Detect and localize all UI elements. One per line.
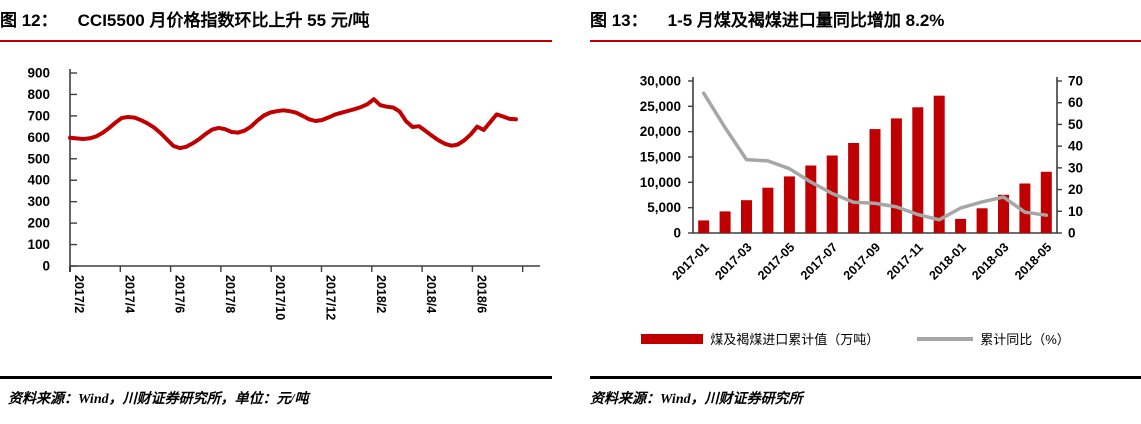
axis-labels: 0 5,000 10,000 15,000 20,000 25,000 30,000 0 10 2… (640, 74, 1083, 283)
yoy-series-line (701, 91, 1049, 222)
figure-13-heading: 1-5 月煤及褐煤进口量同比增加 8.2% (667, 11, 945, 30)
svg-text:0: 0 (1068, 226, 1076, 241)
svg-text:2018-03: 2018-03 (969, 240, 1011, 282)
svg-text:0: 0 (673, 226, 681, 241)
svg-text:500: 500 (27, 151, 50, 166)
svg-text:2017/6: 2017/6 (173, 275, 187, 313)
svg-text:70: 70 (1068, 74, 1083, 89)
svg-text:10: 10 (1068, 204, 1083, 219)
svg-text:20,000: 20,000 (640, 124, 681, 139)
svg-text:2018-01: 2018-01 (926, 240, 968, 282)
svg-text:10,000: 10,000 (640, 175, 681, 190)
svg-text:2017/10: 2017/10 (273, 275, 287, 320)
svg-text:2017-07: 2017-07 (798, 240, 840, 282)
svg-text:2018-05: 2018-05 (1012, 240, 1054, 282)
svg-text:2017/12: 2017/12 (324, 275, 338, 320)
svg-text:200: 200 (27, 216, 50, 231)
figure-13-header: 图 13： 1-5 月煤及褐煤进口量同比增加 8.2% (590, 0, 1141, 42)
svg-text:50: 50 (1068, 117, 1083, 132)
figure-13-title: 图 13： 1-5 月煤及褐煤进口量同比增加 8.2% (590, 9, 1141, 33)
legend-item-bar-series: 煤及褐煤进口累计值（万吨） (641, 329, 879, 348)
figure-12-header: 图 12： CCI5500 月价格指数环比上升 55 元/吨 (0, 0, 552, 42)
svg-text:700: 700 (27, 108, 50, 123)
figure-13-legend: 煤及褐煤进口累计值（万吨） 累计同比（%） (570, 329, 1141, 348)
line-series-swatch-icon (917, 336, 974, 341)
svg-text:25,000: 25,000 (640, 99, 681, 114)
cci5500-price-line-chart: 0 100 200 300 400 500 600 700 800 900 2017/2 2017/4… (27, 66, 540, 321)
svg-text:2017/4: 2017/4 (122, 275, 136, 313)
figure-12-source-note: 资料来源：Wind，川财证券研究所，单位：元/吨 (8, 392, 309, 407)
svg-text:5,000: 5,000 (647, 200, 681, 215)
figure-13-footer: 资料来源：Wind，川财证券研究所 (590, 376, 1141, 408)
svg-text:300: 300 (27, 194, 50, 209)
figure-13-source-note: 资料来源：Wind，川财证券研究所 (590, 392, 803, 407)
svg-text:2018/2: 2018/2 (374, 275, 388, 313)
svg-text:40: 40 (1068, 139, 1083, 154)
svg-text:2017-03: 2017-03 (712, 240, 754, 282)
figure-13-label: 图 13： (590, 11, 648, 30)
svg-text:2017-05: 2017-05 (755, 240, 797, 282)
svg-text:60: 60 (1068, 95, 1083, 110)
svg-text:800: 800 (27, 87, 50, 102)
bar-series (698, 95, 1052, 233)
figure-12-title: 图 12： CCI5500 月价格指数环比上升 55 元/吨 (0, 9, 552, 33)
coal-import-combo-chart: 0 5,000 10,000 15,000 20,000 25,000 30,000 0 10 2… (640, 74, 1083, 283)
svg-text:30,000: 30,000 (640, 74, 681, 89)
svg-text:2018/6: 2018/6 (474, 275, 488, 313)
figure-12-panel: 图 12： CCI5500 月价格指数环比上升 55 元/吨 0 100 200 300… (0, 0, 552, 424)
legend-item-line-series: 累计同比（%） (917, 329, 1070, 348)
svg-text:900: 900 (27, 66, 50, 81)
svg-text:20: 20 (1068, 182, 1083, 197)
svg-text:600: 600 (27, 130, 50, 145)
figure-12-label: 图 12： (0, 11, 58, 30)
axis-labels: 0 100 200 300 400 500 600 700 800 900 2017/2 2017/4… (27, 66, 488, 321)
svg-text:2017-01: 2017-01 (669, 240, 711, 282)
price-series-line (68, 97, 518, 151)
svg-text:30: 30 (1068, 160, 1083, 175)
figure-12-footer: 资料来源：Wind，川财证券研究所，单位：元/吨 (0, 376, 552, 408)
bar-series-legend-label: 煤及褐煤进口累计值（万吨） (710, 332, 880, 347)
figure-12-heading: CCI5500 月价格指数环比上升 55 元/吨 (77, 11, 370, 30)
svg-text:2017/2: 2017/2 (72, 275, 86, 313)
axes (69, 69, 540, 272)
svg-text:2017-09: 2017-09 (841, 240, 883, 282)
svg-text:15,000: 15,000 (640, 150, 681, 165)
svg-text:100: 100 (27, 237, 50, 252)
bar-series-swatch-icon (641, 333, 704, 344)
svg-text:2017-11: 2017-11 (884, 240, 926, 282)
svg-text:2018/4: 2018/4 (424, 275, 438, 313)
svg-text:0: 0 (42, 259, 50, 274)
figure-13-panel: 图 13： 1-5 月煤及褐煤进口量同比增加 8.2% 0 5,000 10,000 1… (570, 0, 1141, 424)
svg-text:2017/8: 2017/8 (223, 275, 237, 313)
svg-text:400: 400 (27, 173, 50, 188)
line-series-legend-label: 累计同比（%） (980, 332, 1070, 347)
